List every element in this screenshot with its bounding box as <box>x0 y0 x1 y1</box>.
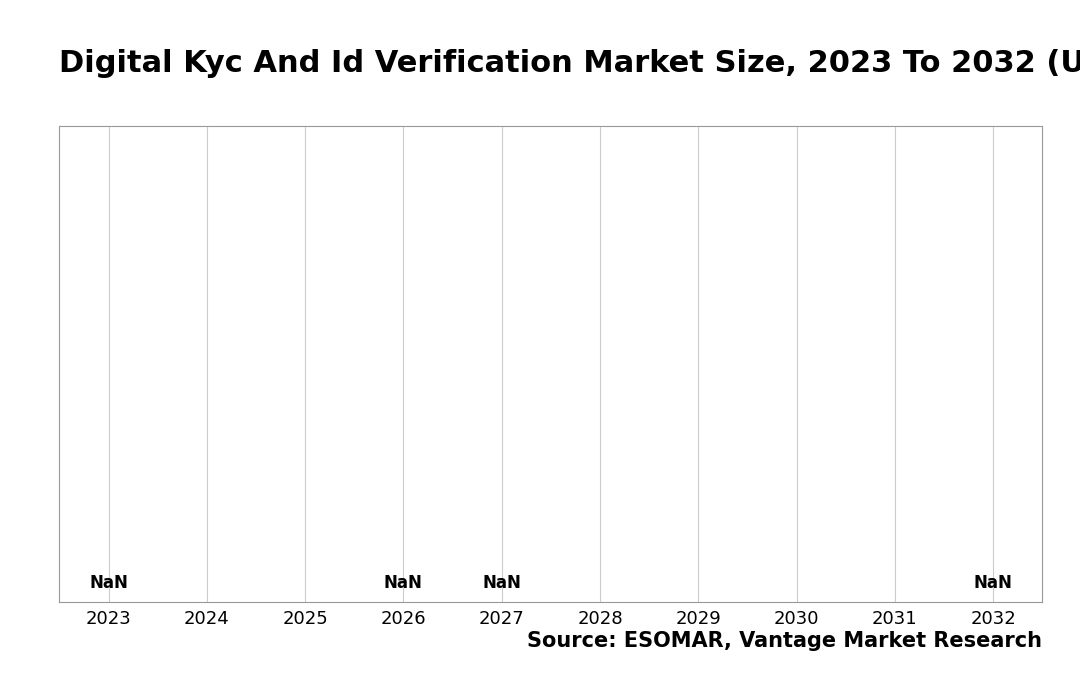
Text: NaN: NaN <box>483 575 521 592</box>
Text: Source: ESOMAR, Vantage Market Research: Source: ESOMAR, Vantage Market Research <box>527 631 1042 651</box>
Text: NaN: NaN <box>90 575 127 592</box>
Text: NaN: NaN <box>974 575 1012 592</box>
Text: Digital Kyc And Id Verification Market Size, 2023 To 2032 (USD Million): Digital Kyc And Id Verification Market S… <box>59 49 1080 78</box>
Text: NaN: NaN <box>384 575 422 592</box>
